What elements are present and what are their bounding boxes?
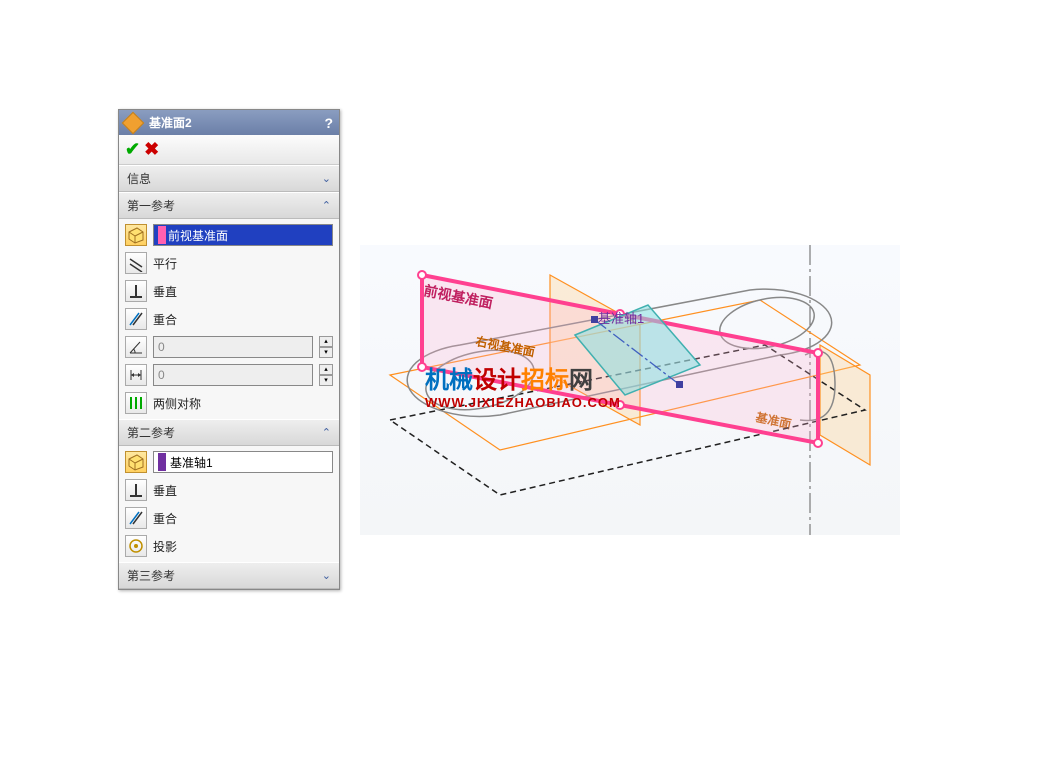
perpendicular-icon[interactable] xyxy=(125,280,147,302)
ref2-selection-value: 基准轴1 xyxy=(170,454,213,471)
axis-label: 基准轴1 xyxy=(598,308,644,327)
project-icon[interactable] xyxy=(125,535,147,557)
symmetric-label: 两侧对称 xyxy=(153,395,201,412)
angle-input[interactable]: 0 xyxy=(153,336,313,358)
purple-indicator-icon xyxy=(158,453,166,471)
coincident-icon[interactable] xyxy=(125,308,147,330)
section-ref1-title: 第一参考 xyxy=(127,197,175,214)
section-info-title: 信息 xyxy=(127,170,151,187)
coincident-label: 重合 xyxy=(153,311,177,328)
cancel-button[interactable]: ✖ xyxy=(144,139,159,160)
ref1-selection-value: 前视基准面 xyxy=(168,227,228,244)
chevron-down-icon: ⌄ xyxy=(322,569,331,582)
panel-titlebar: 基准面2 ? xyxy=(119,110,339,135)
selection-face-icon[interactable] xyxy=(125,451,147,473)
chevron-down-icon: ⌄ xyxy=(322,172,331,185)
ref1-selection-field[interactable]: 前视基准面 xyxy=(153,224,333,246)
perpendicular-label: 垂直 xyxy=(153,482,177,499)
parallel-label: 平行 xyxy=(153,255,177,272)
angle-spinner[interactable]: ▴▾ xyxy=(319,336,333,358)
coincident-icon[interactable] xyxy=(125,507,147,529)
section-ref2-header[interactable]: 第二参考 ⌃ xyxy=(119,419,339,446)
project-label: 投影 xyxy=(153,538,177,555)
ref2-selection-field[interactable]: 基准轴1 xyxy=(153,451,333,473)
coincident-label: 重合 xyxy=(153,510,177,527)
selection-face-icon[interactable] xyxy=(125,224,147,246)
chevron-up-icon: ⌃ xyxy=(322,426,331,439)
property-panel: 基准面2 ? ✔ ✖ 信息 ⌄ 第一参考 ⌃ 前视基准面 平行 xyxy=(118,109,340,590)
action-bar: ✔ ✖ xyxy=(119,135,339,165)
section-ref2-body: 基准轴1 垂直 重合 投影 xyxy=(119,446,339,562)
section-ref1-header[interactable]: 第一参考 ⌃ xyxy=(119,192,339,219)
perpendicular-icon[interactable] xyxy=(125,479,147,501)
chevron-up-icon: ⌃ xyxy=(322,199,331,212)
panel-title: 基准面2 xyxy=(149,114,192,131)
plane-feature-icon xyxy=(122,111,145,134)
ok-button[interactable]: ✔ xyxy=(125,139,140,160)
help-button[interactable]: ? xyxy=(324,115,333,131)
angle-icon[interactable] xyxy=(125,336,147,358)
distance-icon[interactable] xyxy=(125,364,147,386)
watermark: 机械设计招标网 WWW.JIXIEZHAOBIAO.COM xyxy=(425,360,621,410)
pink-indicator-icon xyxy=(158,226,166,244)
distance-input[interactable]: 0 xyxy=(153,364,313,386)
perpendicular-label: 垂直 xyxy=(153,283,177,300)
distance-spinner[interactable]: ▴▾ xyxy=(319,364,333,386)
section-info-header[interactable]: 信息 ⌄ xyxy=(119,165,339,192)
section-ref3-title: 第三参考 xyxy=(127,567,175,584)
section-ref1-body: 前视基准面 平行 垂直 重合 0 ▴▾ xyxy=(119,219,339,419)
parallel-icon[interactable] xyxy=(125,252,147,274)
section-ref2-title: 第二参考 xyxy=(127,424,175,441)
symmetric-icon[interactable] xyxy=(125,392,147,414)
section-ref3-header[interactable]: 第三参考 ⌄ xyxy=(119,562,339,589)
watermark-url: WWW.JIXIEZHAOBIAO.COM xyxy=(425,395,621,410)
watermark-text: 机械设计招标网 xyxy=(425,360,621,395)
